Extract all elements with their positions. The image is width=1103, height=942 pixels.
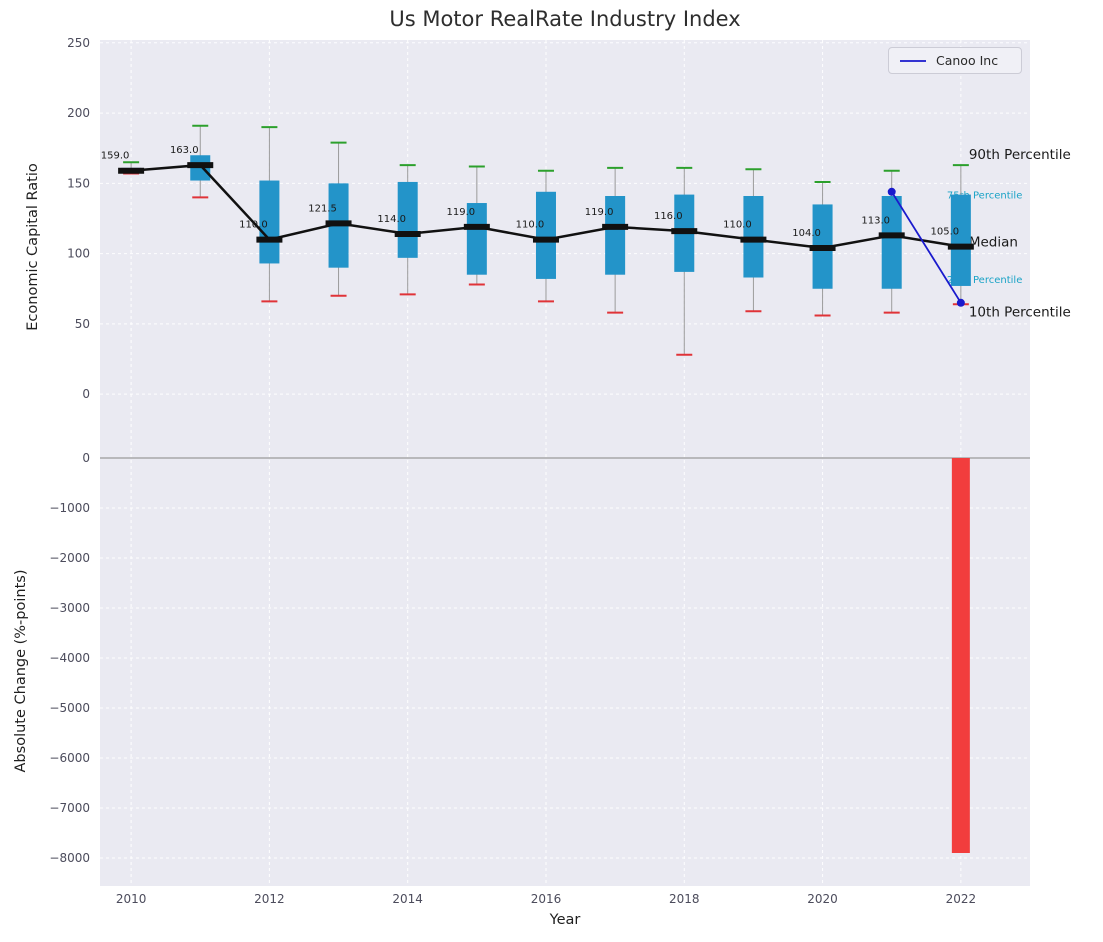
top-y-tick-label: 200 [67, 106, 90, 120]
bottom-y-tick-label: 0 [82, 451, 90, 465]
median-value-2013: 121.5 [308, 203, 337, 214]
bottom-y-tick-label: −7000 [49, 801, 90, 815]
median-value-2016: 110.0 [516, 220, 545, 231]
series-line-canoo-inc [890, 191, 962, 304]
x-tick-label: 2012 [254, 892, 285, 906]
median-value-2012: 110.0 [239, 220, 268, 231]
change-bar-2022 [951, 458, 970, 853]
bottom-y-tick-label: −5000 [49, 701, 90, 715]
bottom-y-axis-label: Absolute Change (%-points) [13, 569, 29, 773]
bottom-y-tick-label: −4000 [49, 651, 90, 665]
x-tick-label: 2018 [669, 892, 700, 906]
bottom-y-tick-label: −2000 [49, 551, 90, 565]
legend-label: Canoo Inc [936, 53, 999, 68]
annotation-25th-percentile: 25th Percentile [947, 275, 1023, 286]
bottom-y-tick-label: −8000 [49, 851, 90, 865]
median-value-2021: 113.0 [861, 215, 890, 226]
bottom-y-tick-label: −6000 [49, 751, 90, 765]
median-value-2015: 119.0 [447, 207, 476, 218]
top-y-tick-label: 250 [67, 36, 90, 50]
legend-line-canoo-icon [900, 59, 926, 62]
x-tick-label: 2016 [531, 892, 562, 906]
median-value-2011: 163.0 [170, 145, 199, 156]
iqr-box-2021 [881, 196, 902, 289]
iqr-box-2015 [466, 203, 487, 275]
annotation-90th-percentile: 90th Percentile [969, 147, 1071, 163]
x-tick-label: 2014 [392, 892, 423, 906]
iqr-box-2022 [950, 194, 971, 286]
median-value-2018: 116.0 [654, 211, 683, 222]
median-value-2020: 104.0 [792, 228, 821, 239]
median-value-2017: 119.0 [585, 207, 614, 218]
top-y-tick-label: 0 [82, 387, 90, 401]
x-axis-label: Year [549, 912, 581, 928]
legend: Canoo Inc [888, 47, 1022, 74]
iqr-box-2016 [535, 191, 556, 279]
median-value-2022: 105.0 [931, 227, 960, 238]
x-tick-label: 2022 [946, 892, 977, 906]
chart-title: Us Motor RealRate Industry Index [389, 7, 741, 31]
bottom-y-tick-label: −3000 [49, 601, 90, 615]
bottom-y-tick-label: −1000 [49, 501, 90, 515]
median-value-2019: 110.0 [723, 220, 752, 231]
top-y-axis-label: Economic Capital Ratio [25, 163, 41, 331]
median-value-2010: 159.0 [101, 151, 130, 162]
top-y-tick-label: 150 [67, 176, 90, 190]
series-marker-canoo-inc-2021 [887, 187, 896, 196]
plot-background [100, 40, 1030, 886]
iqr-box-2012 [259, 180, 280, 264]
series-marker-canoo-inc-2022 [956, 298, 965, 307]
median-value-2014: 114.0 [377, 214, 406, 225]
annotation-10th-percentile: 10th Percentile [969, 305, 1071, 321]
annotation-median: Median [969, 234, 1018, 250]
iqr-box-2017 [605, 196, 626, 275]
iqr-box-2014 [397, 181, 418, 258]
annotation-75th-percentile: 75th Percentile [947, 191, 1023, 202]
x-tick-label: 2010 [116, 892, 147, 906]
top-y-tick-label: 50 [75, 317, 90, 331]
x-tick-label: 2020 [807, 892, 838, 906]
top-y-tick-label: 100 [67, 247, 90, 261]
